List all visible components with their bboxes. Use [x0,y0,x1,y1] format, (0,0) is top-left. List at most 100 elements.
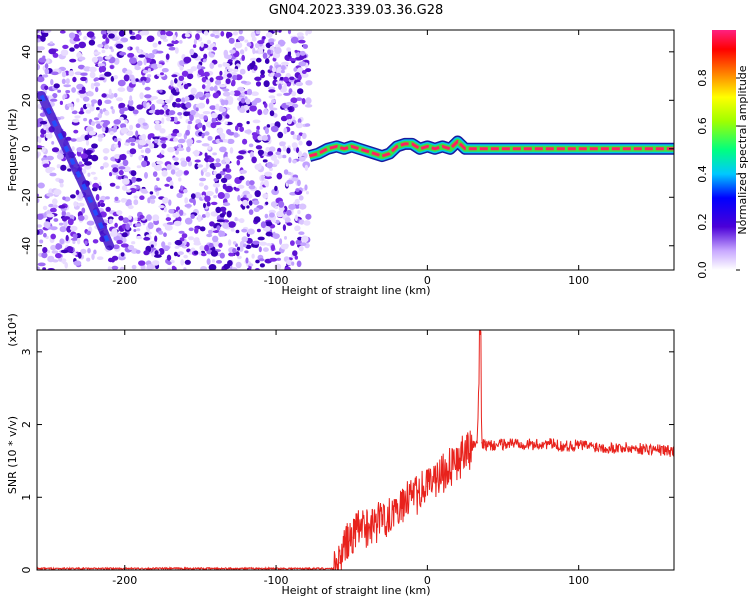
noise-speck [190,87,197,95]
noise-speck [190,193,196,200]
noise-speck [64,262,68,269]
noise-speck [83,35,88,41]
noise-speck [104,44,109,50]
snr-frame [36,329,675,571]
noise-speck [99,199,105,203]
noise-speck [219,230,226,237]
noise-speck [141,160,148,168]
noise-speck [222,91,231,97]
noise-speck [220,107,227,113]
noise-speck [172,212,180,218]
noise-speck [287,119,292,125]
noise-speck [179,40,183,44]
noise-speck [81,86,86,93]
noise-speck [178,143,182,149]
noise-speck [281,115,288,122]
noise-speck [61,78,66,85]
noise-speck [294,225,301,231]
noise-speck [166,164,172,171]
noise-speck [184,197,189,204]
noise-speck [181,70,189,77]
noise-speck [292,250,298,257]
noise-speck [209,53,215,58]
noise-speck [273,159,280,165]
noise-speck [238,218,245,224]
noise-speck [203,30,209,36]
noise-speck [138,139,147,146]
noise-speck [290,131,295,135]
noise-speck [150,96,158,100]
noise-speck [259,263,265,268]
noise-speck [137,117,146,124]
noise-speck [87,248,91,254]
noise-speck [175,149,180,155]
noise-speck [291,91,297,97]
noise-speck [270,201,278,208]
noise-speck [107,266,112,270]
noise-speck [286,147,291,154]
noise-speck [269,45,275,51]
noise-speck [144,147,151,154]
noise-speck [213,170,217,176]
noise-speck [275,151,281,156]
noise-speck [98,185,102,191]
noise-speck [120,198,128,203]
noise-speck [304,184,308,191]
noise-speck [241,54,245,62]
noise-speck [156,50,164,54]
noise-speck [118,102,126,108]
noise-speck [178,230,185,234]
noise-speck [59,226,67,233]
noise-speck [113,93,118,98]
ridge-peak [308,140,674,158]
noise-speck [173,137,179,142]
noise-speck [285,113,293,120]
noise-speck [249,57,257,62]
noise-speck [133,195,138,199]
noise-speck [205,98,210,105]
noise-speck [212,230,220,233]
noise-speck [44,63,49,69]
noise-speck [78,215,85,221]
noise-speck [264,171,273,177]
noise-speck [167,147,175,153]
snr-point [623,447,625,449]
noise-speck [86,257,91,262]
noise-speck [200,266,207,270]
noise-speck [201,84,206,90]
noise-speck [245,98,251,105]
noise-speck [59,244,63,249]
noise-speck [283,169,289,175]
noise-speck [129,30,133,34]
noise-speck [159,89,163,93]
noise-speck [261,135,268,141]
noise-speck [101,49,106,54]
noise-speck [37,145,43,149]
noise-speck [63,84,71,88]
noise-speck [173,220,182,227]
noise-speck [286,222,293,226]
noise-speck [258,258,265,262]
noise-speck [166,261,172,266]
snr-point [593,445,595,448]
noise-speck [43,221,51,229]
noise-speck [61,210,66,218]
noise-speck [127,244,135,251]
noise-speck [80,72,88,76]
noise-speck [168,199,172,206]
snr-point [426,485,429,488]
noise-speck [212,182,221,188]
snr-point [484,444,486,446]
noise-speck [143,250,150,256]
noise-speck [270,125,279,133]
noise-speck [144,172,148,179]
noise-speck [196,140,202,143]
noise-speck [69,47,75,52]
noise-speck [120,123,127,129]
noise-speck [121,232,128,238]
noise-speck [52,204,58,209]
noise-speck [70,237,79,241]
colorbar-tick-label: 0.2 [696,213,709,231]
noise-speck [271,99,276,104]
